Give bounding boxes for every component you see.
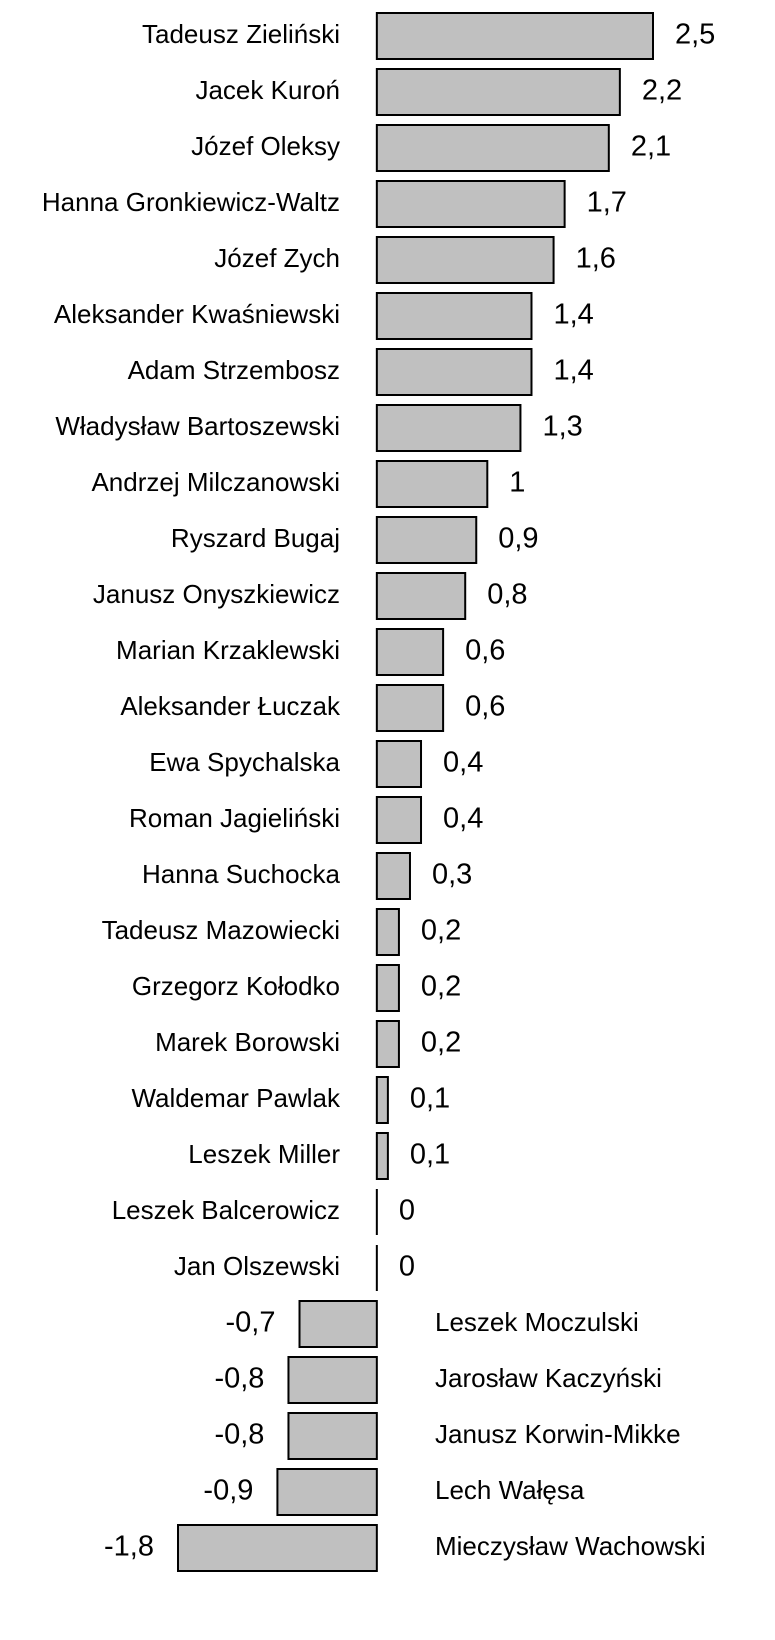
bar xyxy=(375,292,533,340)
category-label: Jacek Kuroń xyxy=(195,75,340,105)
category-label: Leszek Moczulski xyxy=(435,1307,639,1337)
category-label: Jarosław Kaczyński xyxy=(435,1363,662,1393)
value-label: 1,7 xyxy=(587,187,627,219)
category-label: Tadeusz Zieliński xyxy=(142,19,340,49)
value-label: 1,4 xyxy=(553,355,593,387)
category-label: Jan Olszewski xyxy=(174,1251,340,1281)
bar xyxy=(375,908,400,956)
value-label: 0 xyxy=(399,1195,415,1227)
category-label: Janusz Onyszkiewicz xyxy=(93,579,340,609)
bar xyxy=(375,348,533,396)
category-label: Leszek Balcerowicz xyxy=(112,1195,340,1225)
category-label: Adam Strzembosz xyxy=(128,355,340,385)
category-label: Janusz Korwin-Mikke xyxy=(435,1419,681,1449)
bar xyxy=(375,1020,400,1068)
value-label: 2,2 xyxy=(642,75,682,107)
category-label: Władysław Bartoszewski xyxy=(55,411,340,441)
bar xyxy=(375,740,423,788)
value-label: -0,8 xyxy=(214,1363,264,1395)
bar xyxy=(287,1412,378,1460)
bar xyxy=(375,236,555,284)
category-label: Andrzej Milczanowski xyxy=(91,467,340,497)
value-label: 0,2 xyxy=(421,1027,461,1059)
bar xyxy=(375,572,467,620)
category-label: Hanna Gronkiewicz-Waltz xyxy=(42,187,340,217)
value-label: 2,1 xyxy=(631,131,671,163)
category-label: Mieczysław Wachowski xyxy=(435,1531,706,1561)
category-label: Aleksander Łuczak xyxy=(120,691,341,721)
value-label: 0,3 xyxy=(432,859,472,891)
bar xyxy=(375,1076,389,1124)
category-label: Hanna Suchocka xyxy=(142,859,341,889)
category-label: Leszek Miller xyxy=(188,1139,340,1169)
value-label: 0,1 xyxy=(410,1083,450,1115)
bar xyxy=(276,1468,378,1516)
value-label: 0,4 xyxy=(443,803,483,835)
category-label: Aleksander Kwaśniewski xyxy=(54,299,340,329)
category-label: Tadeusz Mazowiecki xyxy=(102,915,340,945)
category-label: Marek Borowski xyxy=(155,1027,340,1057)
value-label: 1 xyxy=(509,467,525,499)
value-label: 0,2 xyxy=(421,971,461,1003)
value-label: 0,2 xyxy=(421,915,461,947)
bar xyxy=(375,460,489,508)
category-label: Józef Zych xyxy=(214,243,340,273)
value-label: -0,8 xyxy=(214,1419,264,1451)
category-label: Grzegorz Kołodko xyxy=(132,971,340,1001)
value-label: 0,9 xyxy=(498,523,538,555)
bar xyxy=(375,628,445,676)
category-label: Marian Krzaklewski xyxy=(116,635,340,665)
value-label: 0,1 xyxy=(410,1139,450,1171)
bar xyxy=(375,68,621,116)
value-label: 0 xyxy=(399,1251,415,1283)
value-label: 1,4 xyxy=(553,299,593,331)
value-label: 2,5 xyxy=(675,19,715,51)
category-label: Ryszard Bugaj xyxy=(171,523,340,553)
value-label: -1,8 xyxy=(104,1531,154,1563)
bar xyxy=(375,852,411,900)
bar xyxy=(287,1356,378,1404)
category-label: Józef Oleksy xyxy=(191,131,340,161)
bar xyxy=(177,1524,378,1572)
value-label: 0,8 xyxy=(487,579,527,611)
value-label: -0,9 xyxy=(203,1475,253,1507)
bar xyxy=(375,796,423,844)
category-label: Waldemar Pawlak xyxy=(131,1083,341,1113)
bar xyxy=(375,516,478,564)
value-label: 1,3 xyxy=(542,411,582,443)
category-label: Roman Jagieliński xyxy=(129,803,340,833)
value-label: -0,7 xyxy=(226,1307,276,1339)
bar xyxy=(375,180,566,228)
bar xyxy=(375,1132,389,1180)
category-label: Lech Wałęsa xyxy=(435,1475,585,1505)
bar xyxy=(375,684,445,732)
value-label: 0,4 xyxy=(443,747,483,779)
bar xyxy=(375,124,610,172)
bar xyxy=(298,1300,378,1348)
bar xyxy=(375,404,522,452)
bar xyxy=(375,12,654,60)
value-label: 0,6 xyxy=(465,635,505,667)
value-label: 0,6 xyxy=(465,691,505,723)
bar xyxy=(375,964,400,1012)
value-label: 1,6 xyxy=(576,243,616,275)
category-label: Ewa Spychalska xyxy=(149,747,340,777)
